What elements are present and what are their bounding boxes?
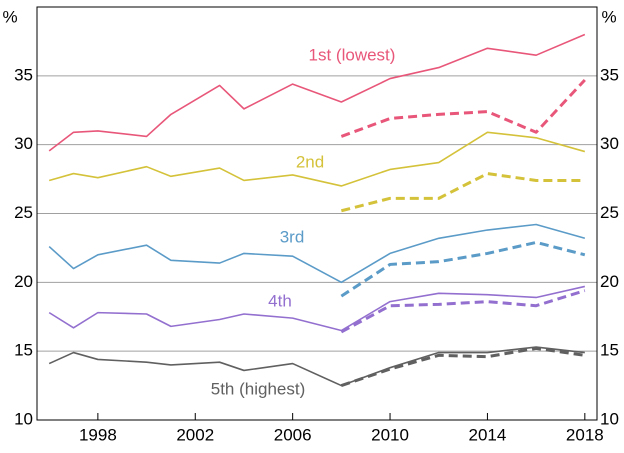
y2-tick-label: 15 [600,341,619,360]
y2-tick-label: 20 [600,272,619,291]
y-axis-label: % [2,7,17,26]
series-line [48,285,586,332]
x-tick-label: 2002 [176,425,214,444]
x-tick-label: 2006 [274,425,312,444]
y2-axis-label: % [601,7,616,26]
series-label: 4th [268,291,292,310]
series-line [48,33,586,152]
y2-tick-label: 10 [600,409,619,428]
y2-tick-label: 35 [600,65,619,84]
x-tick-label: 2010 [371,425,409,444]
x-tick-label: 2014 [469,425,507,444]
series-label: 2nd [296,152,324,171]
plot-frame [36,6,598,421]
series-line [340,172,585,213]
y-tick-label: 30 [14,134,33,153]
x-tick-label: 2018 [566,425,604,444]
series-line [340,240,586,298]
series-line [340,78,586,138]
series-label: 1st (lowest) [309,45,396,64]
y-tick-label: 25 [14,203,33,222]
series-label: 3rd [280,227,305,246]
y-tick-label: 10 [14,409,33,428]
x-tick-label: 1998 [79,425,117,444]
y2-tick-label: 25 [600,203,619,222]
y-tick-label: 15 [14,341,33,360]
series-line [340,346,586,388]
y-tick-label: 35 [14,65,33,84]
series-line [340,289,586,334]
series-line [48,223,586,284]
series-line [48,346,585,387]
y2-tick-label: 30 [600,134,619,153]
series-label: 5th (highest) [211,379,306,398]
series-line [48,131,586,187]
y-tick-label: 20 [14,272,33,291]
